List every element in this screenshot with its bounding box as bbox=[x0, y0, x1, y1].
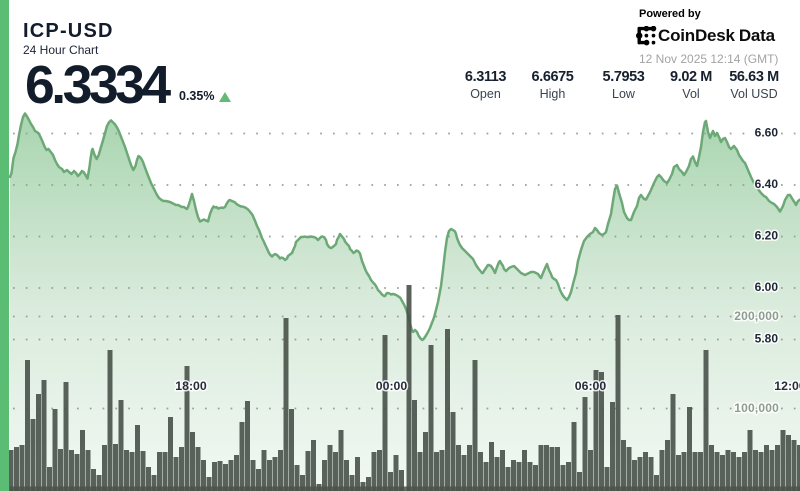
svg-text:5.80: 5.80 bbox=[755, 332, 779, 346]
svg-text:06:00: 06:00 bbox=[575, 379, 607, 393]
svg-text:200,000: 200,000 bbox=[734, 309, 779, 323]
svg-text:18:00: 18:00 bbox=[175, 379, 207, 393]
svg-text:00:00: 00:00 bbox=[376, 379, 408, 393]
svg-text:12:00: 12:00 bbox=[774, 379, 800, 393]
svg-text:100,000: 100,000 bbox=[734, 401, 779, 415]
svg-text:6.40: 6.40 bbox=[755, 177, 779, 191]
svg-text:6.00: 6.00 bbox=[755, 280, 779, 294]
svg-text:6.20: 6.20 bbox=[755, 229, 779, 243]
svg-text:6.60: 6.60 bbox=[755, 126, 779, 140]
